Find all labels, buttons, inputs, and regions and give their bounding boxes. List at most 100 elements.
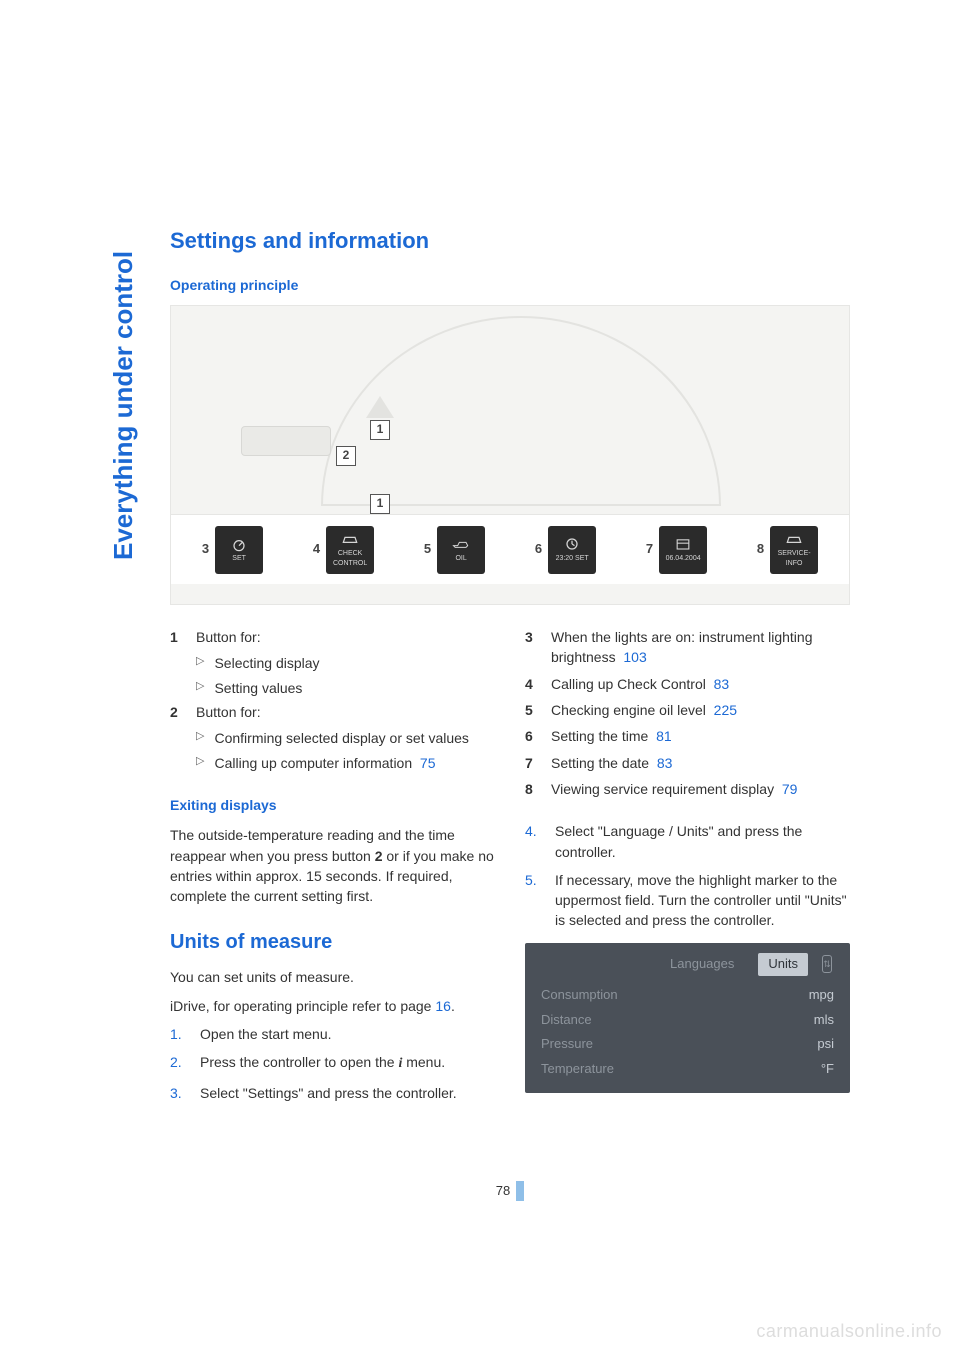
heading-operating-principle: Operating principle bbox=[170, 275, 850, 295]
watermark: carmanualsonline.info bbox=[756, 1318, 942, 1344]
legend-num: 5 bbox=[525, 700, 539, 720]
step-text-b: menu. bbox=[402, 1054, 445, 1070]
legend-text: Viewing service requirement display bbox=[551, 781, 774, 797]
step-2: 2. Press the controller to open the i me… bbox=[170, 1052, 495, 1074]
tab-languages: Languages bbox=[660, 953, 744, 976]
dash-item-3: 3 SET bbox=[177, 526, 288, 574]
arrow-up-icon bbox=[366, 396, 394, 418]
dash-num-4: 4 bbox=[313, 540, 320, 559]
step-num: 1. bbox=[170, 1024, 190, 1044]
legend-item-8: 8 Viewing service requirement display 79 bbox=[525, 779, 850, 799]
legend-text: When the lights are on: instrument light… bbox=[551, 629, 812, 665]
dash-num-6: 6 bbox=[535, 540, 542, 559]
stalk-illustration bbox=[241, 426, 331, 456]
dashboard-icon-strip: 3 SET 4 CHECK CONTROL 5 OIL bbox=[171, 514, 849, 584]
units-body: You can set units of measure. bbox=[170, 967, 495, 987]
two-column-layout: 1 Button for: ▷ Selecting display ▷ Sett… bbox=[170, 627, 850, 1111]
car-service-icon bbox=[784, 531, 804, 547]
oil-can-icon bbox=[451, 536, 471, 552]
dash-tile-check-control: CHECK CONTROL bbox=[326, 526, 374, 574]
page-content: Settings and information Operating princ… bbox=[170, 225, 850, 1111]
bullet-text: Confirming selected display or set value… bbox=[214, 728, 468, 748]
legend-num: 6 bbox=[525, 726, 539, 746]
page-link-225[interactable]: 225 bbox=[714, 702, 737, 718]
step-5: 5. If necessary, move the highlight mark… bbox=[525, 870, 850, 931]
dash-label-date: 06.04.2004 bbox=[666, 554, 701, 564]
legend-item-1: 1 Button for: bbox=[170, 627, 495, 647]
step-text: Select "Settings" and press the controll… bbox=[200, 1083, 457, 1103]
tachometer-icon bbox=[229, 536, 249, 552]
legend-num: 7 bbox=[525, 753, 539, 773]
dash-label-time: 23:20 SET bbox=[556, 554, 589, 564]
idrive-screen: Languages Units ⇅ Consumption mpg Distan… bbox=[525, 943, 850, 1093]
legend-text-wrap: Viewing service requirement display 79 bbox=[551, 779, 797, 799]
page-link-16[interactable]: 16 bbox=[435, 998, 451, 1014]
tab-units: Units bbox=[758, 953, 808, 976]
legend-text: Calling up Check Control bbox=[551, 676, 706, 692]
legend-item-5: 5 Checking engine oil level 225 bbox=[525, 700, 850, 720]
page-footer: 78 bbox=[170, 1181, 850, 1201]
page-link-81[interactable]: 81 bbox=[656, 728, 672, 744]
step-1: 1. Open the start menu. bbox=[170, 1024, 495, 1044]
row-value: psi bbox=[817, 1035, 834, 1054]
scroll-indicator-icon: ⇅ bbox=[822, 955, 832, 973]
page-number: 78 bbox=[496, 1182, 510, 1201]
triangle-bullet-icon: ▷ bbox=[196, 753, 204, 773]
page-link-83[interactable]: 83 bbox=[714, 676, 730, 692]
dash-num-5: 5 bbox=[424, 540, 431, 559]
legend-item-4: 4 Calling up Check Control 83 bbox=[525, 674, 850, 694]
dash-tile-service: SERVICE-INFO bbox=[770, 526, 818, 574]
screen-tabs: Languages Units ⇅ bbox=[660, 953, 832, 976]
legend-num: 3 bbox=[525, 627, 539, 668]
page-link-75[interactable]: 75 bbox=[420, 755, 436, 771]
legend-text-wrap: Calling up Check Control 83 bbox=[551, 674, 729, 694]
exit-button-ref: 2 bbox=[375, 848, 383, 864]
operating-principle-figure: 1 2 1 3 SET 4 CHECK CONTROL 5 bbox=[170, 305, 850, 605]
dash-item-8: 8 SERVICE-INFO bbox=[732, 526, 843, 574]
dash-tile-set: SET bbox=[215, 526, 263, 574]
row-temperature: Temperature °F bbox=[541, 1057, 834, 1082]
row-key: Distance bbox=[541, 1011, 592, 1030]
legend-text-wrap: Setting the date 83 bbox=[551, 753, 672, 773]
row-value: mls bbox=[814, 1011, 834, 1030]
dash-label-service: SERVICE-INFO bbox=[770, 549, 818, 569]
dash-num-8: 8 bbox=[757, 540, 764, 559]
step-text: Select "Language / Units" and press the … bbox=[555, 821, 850, 862]
bullet-setting-values: ▷ Setting values bbox=[196, 678, 495, 698]
triangle-bullet-icon: ▷ bbox=[196, 653, 204, 673]
exiting-displays-body: The outside-temperature reading and the … bbox=[170, 825, 495, 906]
step-num: 5. bbox=[525, 870, 545, 931]
legend-text: Checking engine oil level bbox=[551, 702, 706, 718]
legend-num: 8 bbox=[525, 779, 539, 799]
legend-text-2: Button for: bbox=[196, 702, 261, 722]
step-num: 4. bbox=[525, 821, 545, 862]
dash-num-3: 3 bbox=[202, 540, 209, 559]
step-num: 3. bbox=[170, 1083, 190, 1103]
clock-icon bbox=[562, 536, 582, 552]
bullet-text: Setting values bbox=[214, 678, 302, 698]
legend-text: Setting the time bbox=[551, 728, 648, 744]
legend-item-3: 3 When the lights are on: instrument lig… bbox=[525, 627, 850, 668]
dash-label-oil: OIL bbox=[455, 554, 466, 564]
row-pressure: Pressure psi bbox=[541, 1032, 834, 1057]
left-column: 1 Button for: ▷ Selecting display ▷ Sett… bbox=[170, 627, 495, 1111]
legend-text-wrap: Checking engine oil level 225 bbox=[551, 700, 737, 720]
legend-item-2: 2 Button for: bbox=[170, 702, 495, 722]
car-icon bbox=[340, 531, 360, 547]
page-link-79[interactable]: 79 bbox=[782, 781, 798, 797]
page-link-103[interactable]: 103 bbox=[623, 649, 646, 665]
step-text: Press the controller to open the i menu. bbox=[200, 1052, 445, 1074]
idrive-text-b: . bbox=[451, 998, 455, 1014]
legend-num: 4 bbox=[525, 674, 539, 694]
row-key: Temperature bbox=[541, 1060, 614, 1079]
dash-item-4: 4 CHECK CONTROL bbox=[288, 526, 399, 574]
legend-text-wrap: When the lights are on: instrument light… bbox=[551, 627, 850, 668]
step-text: If necessary, move the highlight marker … bbox=[555, 870, 850, 931]
bullet-selecting-display: ▷ Selecting display bbox=[196, 653, 495, 673]
callout-2: 2 bbox=[336, 446, 356, 466]
dash-item-7: 7 06.04.2004 bbox=[621, 526, 732, 574]
page-marker bbox=[516, 1181, 524, 1201]
dash-tile-date: 06.04.2004 bbox=[659, 526, 707, 574]
page-link-83b[interactable]: 83 bbox=[657, 755, 673, 771]
dash-item-6: 6 23:20 SET bbox=[510, 526, 621, 574]
